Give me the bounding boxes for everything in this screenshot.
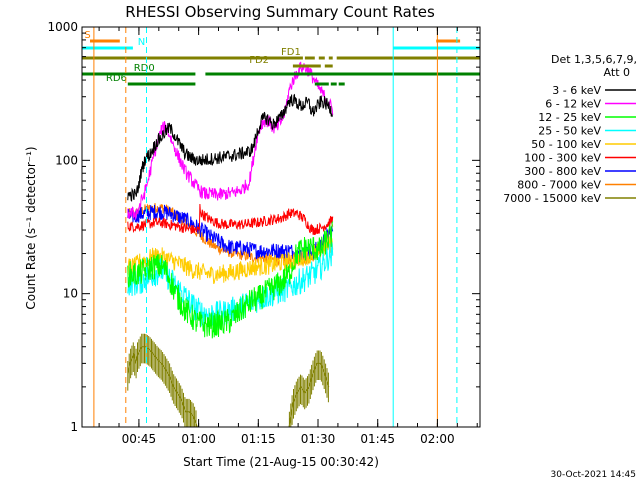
series-line-50-100-kev xyxy=(127,236,334,285)
legend-label-6-12-kev: 6 - 12 keV xyxy=(545,98,601,111)
legend-label-300-800-kev: 300 - 800 keV xyxy=(524,165,601,178)
plot-frame xyxy=(81,26,481,428)
flag-label-n: N xyxy=(138,37,145,48)
y-tick-label: 100 xyxy=(55,153,78,167)
x-tick-label: 01:30 xyxy=(301,432,336,446)
x-tick-label: 00:45 xyxy=(122,432,157,446)
x-tick-label: 01:45 xyxy=(360,432,395,446)
legend-label-50-100-kev: 50 - 100 keV xyxy=(531,138,601,151)
y-axis-label: Count Rate (s⁻¹ detector⁻¹) xyxy=(24,146,38,309)
series-line-100-300-kev xyxy=(127,203,334,235)
y-tick-label: 10 xyxy=(63,287,78,301)
flag-label-s: S xyxy=(84,30,90,41)
x-tick-label: 01:00 xyxy=(181,432,216,446)
legend-label-25-50-kev: 25 - 50 keV xyxy=(538,125,601,138)
series-line-7000-15000-kev xyxy=(127,333,330,428)
legend-label-3-6-kev: 3 - 6 keV xyxy=(552,84,601,97)
chart-title: RHESSI Observing Summary Count Rates xyxy=(125,3,435,21)
series-line-6-12-kev xyxy=(127,61,334,221)
x-axis-label: Start Time (21-Aug-15 00:30:42) xyxy=(183,455,379,469)
flag-label-fd2: FD2 xyxy=(249,55,269,66)
flag-label-rd0: RD0 xyxy=(134,63,155,74)
x-tick-label: 02:00 xyxy=(420,432,455,446)
y-tick-label: 1 xyxy=(70,420,78,434)
series-line-3-6-kev xyxy=(127,93,334,202)
series-line-12-25-kev xyxy=(127,221,334,339)
legend-label-7000-15000-kev: 7000 - 15000 keV xyxy=(503,192,601,205)
timestamp-label: 30-Oct-2021 14:45 xyxy=(551,470,636,480)
flag-label-fd1: FD1 xyxy=(281,47,301,58)
series-line-300-800-kev xyxy=(127,204,334,263)
x-tick-label: 01:15 xyxy=(241,432,276,446)
y-tick-label: 1000 xyxy=(47,20,78,34)
series-line-25-50-kev xyxy=(127,241,334,327)
legend-label-100-300-kev: 100 - 300 keV xyxy=(524,152,601,165)
legend-title-line2: Att 0 xyxy=(604,66,630,79)
legend-title-line1: Det 1,3,5,6,7,9, xyxy=(551,53,637,66)
legend-label-800-7000-kev: 800 - 7000 keV xyxy=(517,179,601,192)
flag-label-rd6: RD6 xyxy=(106,73,127,84)
legend-label-12-25-kev: 12 - 25 keV xyxy=(538,111,601,124)
